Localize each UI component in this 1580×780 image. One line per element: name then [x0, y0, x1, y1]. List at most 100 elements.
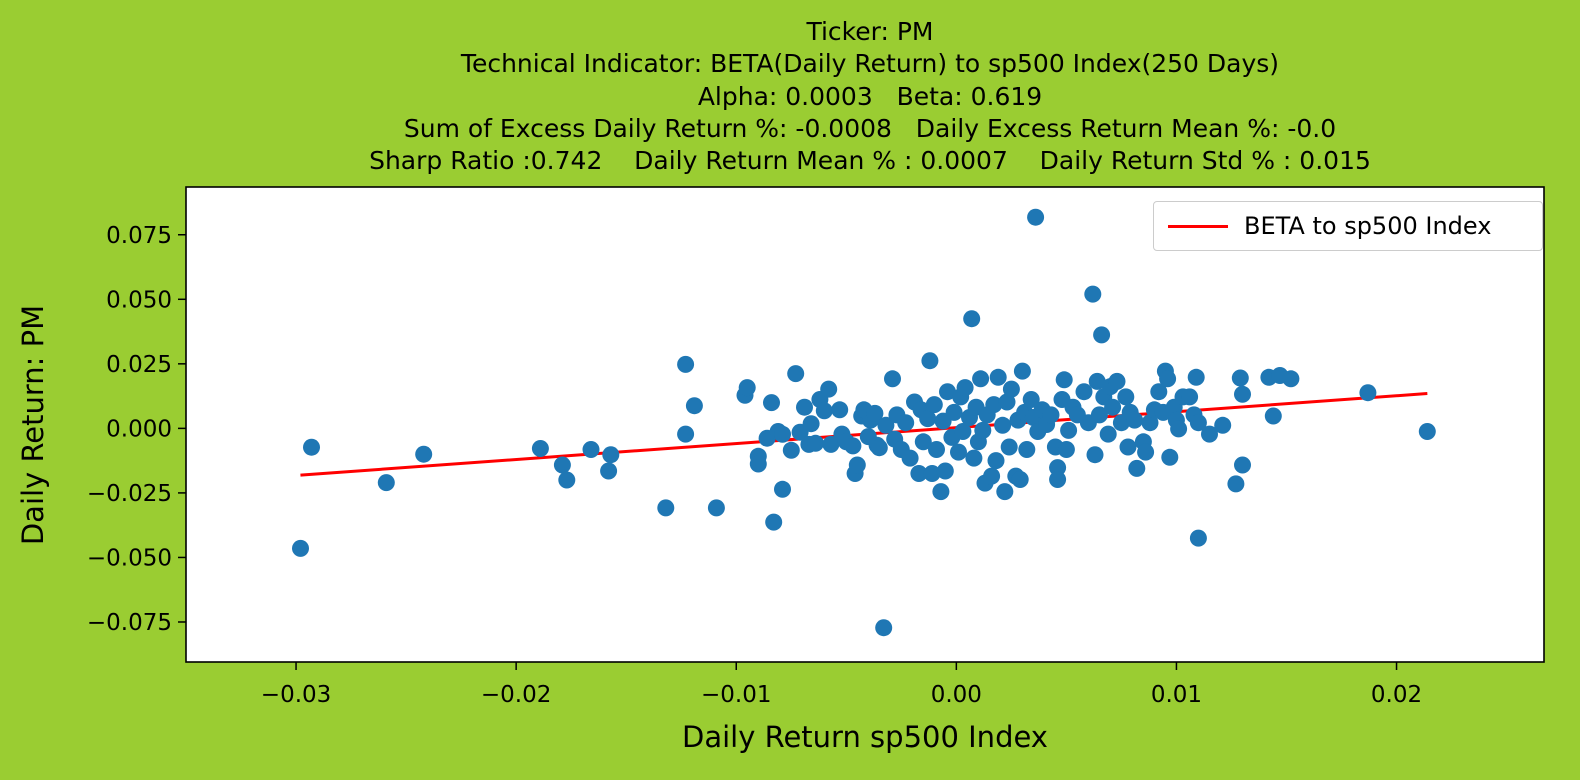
- data-point-1: [303, 438, 320, 456]
- data-point-85: [983, 467, 1001, 485]
- data-point-71: [945, 403, 963, 421]
- data-point-25: [782, 441, 800, 459]
- y-tick-label-4: 0.025: [106, 352, 172, 378]
- title-line-sharp-ratio: Sharp Ratio :0.742 Daily Return Mean % :…: [369, 146, 1371, 175]
- y-axis-label: Daily Return: PM: [16, 305, 50, 545]
- data-point-62: [921, 352, 939, 370]
- data-point-133: [1128, 459, 1146, 477]
- data-point-48: [870, 439, 888, 457]
- data-point-132: [1126, 411, 1144, 429]
- x-tick-label-0: −0.03: [261, 682, 331, 708]
- x-tick-label-2: −0.01: [701, 682, 771, 708]
- data-point-46: [866, 404, 884, 422]
- data-point-72: [950, 443, 967, 461]
- data-point-31: [807, 434, 824, 452]
- x-tick-label-1: −0.02: [481, 682, 551, 708]
- y-tick-label-3: 0.000: [106, 416, 172, 442]
- data-point-136: [1141, 414, 1159, 432]
- data-point-92: [1000, 438, 1018, 456]
- data-point-56: [901, 449, 919, 467]
- data-point-36: [831, 401, 849, 419]
- data-point-149: [1187, 368, 1205, 386]
- x-axis-label: Daily Return sp500 Index: [682, 720, 1048, 754]
- data-point-142: [1161, 448, 1179, 466]
- data-point-91: [998, 393, 1016, 411]
- data-point-61: [919, 410, 937, 428]
- title-line-excess-return: Sum of Excess Daily Return %: -0.0008 Da…: [403, 114, 1337, 143]
- data-point-64: [925, 396, 943, 414]
- data-point-13: [685, 397, 703, 415]
- data-point-151: [1189, 529, 1207, 547]
- data-point-3: [415, 445, 433, 463]
- data-point-23: [774, 425, 791, 443]
- legend: BETA to sp500 Index: [1153, 201, 1543, 251]
- y-axis-ticks: −0.075 −0.050 −0.025 0.000 0.025 0.050 0.075: [87, 223, 186, 636]
- data-point-147: [1181, 388, 1199, 406]
- title-line-ticker: Ticker: PM: [806, 17, 934, 46]
- legend-label: BETA to sp500 Index: [1244, 212, 1492, 240]
- plot-frame: [185, 186, 1545, 663]
- data-point-51: [884, 370, 901, 388]
- data-point-152: [1201, 425, 1218, 443]
- data-point-130: [1119, 438, 1137, 456]
- data-point-77: [963, 310, 981, 328]
- y-tick-label-1: −0.050: [87, 545, 172, 571]
- data-point-122: [1093, 326, 1111, 344]
- data-point-68: [936, 462, 954, 480]
- data-point-33: [815, 402, 833, 420]
- data-point-119: [1086, 446, 1104, 464]
- data-point-126: [1104, 398, 1122, 416]
- data-point-63: [923, 465, 941, 482]
- y-tick-label-6: 0.075: [106, 223, 172, 249]
- data-point-50: [877, 416, 895, 434]
- data-point-49: [875, 619, 893, 637]
- data-point-112: [1057, 441, 1075, 458]
- data-point-153: [1214, 416, 1232, 434]
- data-point-106: [1042, 406, 1060, 424]
- y-tick-label-0: −0.075: [87, 610, 172, 636]
- data-point-90: [996, 483, 1014, 501]
- data-point-135: [1137, 443, 1155, 461]
- data-point-162: [1359, 384, 1377, 402]
- data-point-66: [932, 483, 950, 501]
- title-line-alpha-beta: Alpha: 0.0003 Beta: 0.619: [697, 82, 1043, 111]
- data-point-35: [822, 435, 840, 453]
- data-point-4: [531, 440, 549, 457]
- data-point-34: [820, 380, 838, 398]
- data-point-81: [972, 370, 990, 388]
- data-point-6: [558, 471, 576, 489]
- x-axis-ticks: −0.03 −0.02 −0.01 0.00 0.01 0.02: [261, 662, 1422, 708]
- data-point-138: [1150, 383, 1168, 401]
- data-point-16: [738, 379, 756, 397]
- data-point-118: [1084, 285, 1102, 303]
- data-point-124: [1099, 425, 1117, 443]
- data-point-163: [1418, 423, 1436, 440]
- data-point-0: [292, 539, 309, 557]
- data-point-60: [914, 433, 932, 451]
- data-point-111: [1055, 371, 1073, 389]
- data-point-30: [802, 415, 820, 433]
- data-point-2: [377, 474, 395, 492]
- data-point-120: [1088, 372, 1106, 390]
- data-point-26: [787, 365, 805, 383]
- data-point-100: [1022, 391, 1040, 408]
- data-point-5: [553, 456, 571, 474]
- data-point-154: [1227, 475, 1245, 493]
- data-point-12: [677, 425, 695, 443]
- y-tick-label-2: −0.025: [87, 481, 172, 507]
- data-point-87: [987, 452, 1005, 470]
- data-point-113: [1060, 421, 1078, 439]
- data-point-93: [1002, 380, 1020, 398]
- data-point-78: [965, 449, 983, 467]
- data-point-96: [1011, 471, 1029, 488]
- data-point-108: [1049, 459, 1067, 477]
- points-layer: [292, 208, 1436, 637]
- data-point-21: [765, 513, 783, 531]
- data-point-116: [1075, 383, 1093, 401]
- data-point-97: [1013, 362, 1031, 380]
- data-point-18: [749, 455, 767, 473]
- data-point-109: [1049, 471, 1067, 488]
- data-point-82: [974, 421, 992, 439]
- data-point-155: [1231, 369, 1249, 387]
- data-point-145: [1170, 420, 1188, 438]
